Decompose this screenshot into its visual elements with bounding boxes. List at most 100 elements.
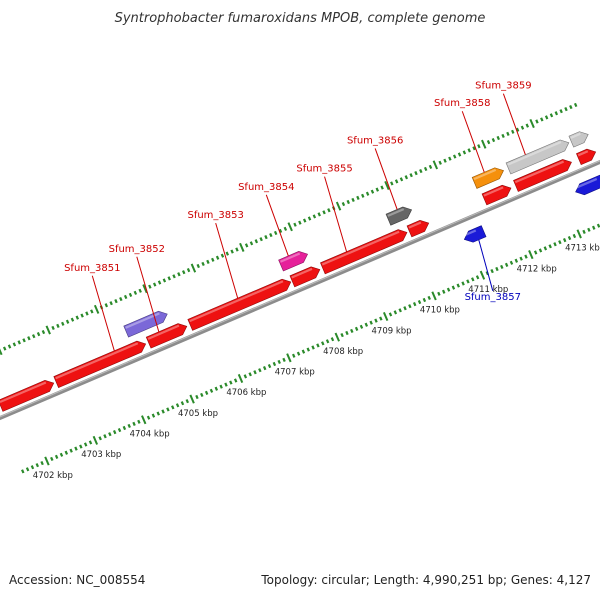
minor-tick — [375, 187, 379, 192]
minor-tick — [51, 325, 55, 331]
minor-tick — [452, 154, 457, 159]
minor-tick — [538, 248, 543, 253]
gene-arrow — [576, 148, 597, 166]
minor-tick — [442, 289, 446, 294]
minor-tick — [157, 280, 162, 285]
minor-tick — [302, 218, 307, 223]
major-tick — [528, 250, 534, 260]
minor-tick — [12, 342, 17, 347]
minor-tick — [201, 261, 205, 267]
genome-axis — [0, 159, 600, 421]
tick-label: 4705 kbp — [178, 409, 218, 419]
gene-label: Sfum_3854 — [238, 182, 294, 193]
minor-tick — [69, 448, 73, 453]
minor-tick — [573, 102, 578, 108]
minor-tick — [467, 148, 471, 153]
minor-tick — [206, 259, 210, 264]
leader-line — [324, 176, 348, 252]
minor-tick — [7, 344, 12, 349]
major-tick — [576, 229, 582, 239]
minor-tick — [259, 237, 263, 242]
minor-tick — [22, 338, 26, 343]
minor-tick — [65, 319, 70, 324]
minor-tick — [88, 440, 93, 445]
major-tick — [431, 291, 437, 301]
minor-tick — [272, 361, 277, 367]
minor-tick — [108, 432, 112, 437]
minor-tick — [596, 223, 600, 228]
minor-tick — [543, 246, 548, 251]
minor-tick — [472, 146, 476, 151]
leader-line — [374, 148, 398, 210]
minor-tick — [325, 339, 330, 344]
gene-arrow — [481, 184, 512, 206]
minor-tick — [511, 129, 515, 134]
gene-label: Sfum_3853 — [187, 210, 243, 221]
gene-body — [406, 220, 430, 238]
gene-arrow — [187, 278, 292, 331]
minor-tick — [56, 323, 60, 328]
minor-tick — [112, 430, 117, 435]
tick-label: 4709 kbp — [372, 326, 412, 336]
minor-tick — [128, 292, 133, 297]
minor-tick — [109, 301, 113, 306]
gene-body — [481, 184, 512, 206]
gene-arrow — [320, 229, 408, 275]
minor-tick — [369, 320, 373, 325]
minor-tick — [374, 318, 378, 323]
minor-tick — [156, 411, 160, 416]
inner-tick-track — [21, 223, 600, 474]
minor-tick — [535, 119, 539, 124]
minor-tick — [419, 168, 423, 174]
minor-tick — [167, 276, 171, 281]
axis-line — [0, 159, 600, 421]
minor-tick — [414, 171, 418, 176]
minor-tick — [422, 297, 427, 303]
minor-tick — [293, 222, 297, 227]
minor-tick — [282, 357, 286, 362]
major-tick — [92, 435, 99, 445]
minor-tick — [211, 257, 215, 262]
gene-shine — [514, 160, 565, 184]
gene-body — [513, 159, 572, 192]
minor-tick — [220, 253, 225, 258]
minor-tick — [123, 294, 128, 300]
minor-tick — [127, 423, 131, 429]
minor-tick — [80, 313, 84, 318]
minor-tick — [364, 322, 369, 327]
minor-tick — [506, 131, 510, 136]
minor-tick — [83, 442, 88, 447]
minor-tick — [32, 334, 36, 339]
gene-arrow — [568, 131, 589, 148]
minor-tick — [515, 127, 520, 132]
minor-tick — [196, 263, 200, 269]
minor-tick — [388, 312, 393, 317]
minor-tick — [148, 284, 152, 289]
minor-tick — [564, 107, 568, 112]
minor-tick — [138, 288, 142, 293]
minor-tick — [224, 382, 228, 387]
major-tick — [479, 270, 486, 280]
major-tick — [0, 348, 3, 356]
minor-tick — [230, 249, 234, 254]
minor-tick — [137, 419, 141, 424]
minor-tick — [412, 302, 417, 307]
gene-body — [289, 266, 321, 288]
minor-tick — [146, 415, 151, 420]
leader-line — [461, 111, 485, 173]
major-tick — [93, 304, 100, 314]
minor-tick — [403, 306, 407, 311]
gene-shine — [473, 168, 497, 181]
minor-tick — [514, 258, 519, 263]
minor-tick — [114, 299, 118, 304]
minor-tick — [225, 251, 229, 256]
gene-body — [187, 278, 292, 331]
minor-tick — [471, 277, 475, 282]
gene-shine — [55, 342, 139, 380]
tick-label: 4702 kbp — [33, 471, 73, 481]
leader-line — [502, 93, 526, 155]
gene-body — [278, 251, 309, 272]
major-tick — [287, 222, 293, 232]
minor-tick — [27, 336, 31, 341]
minor-tick — [267, 363, 272, 369]
